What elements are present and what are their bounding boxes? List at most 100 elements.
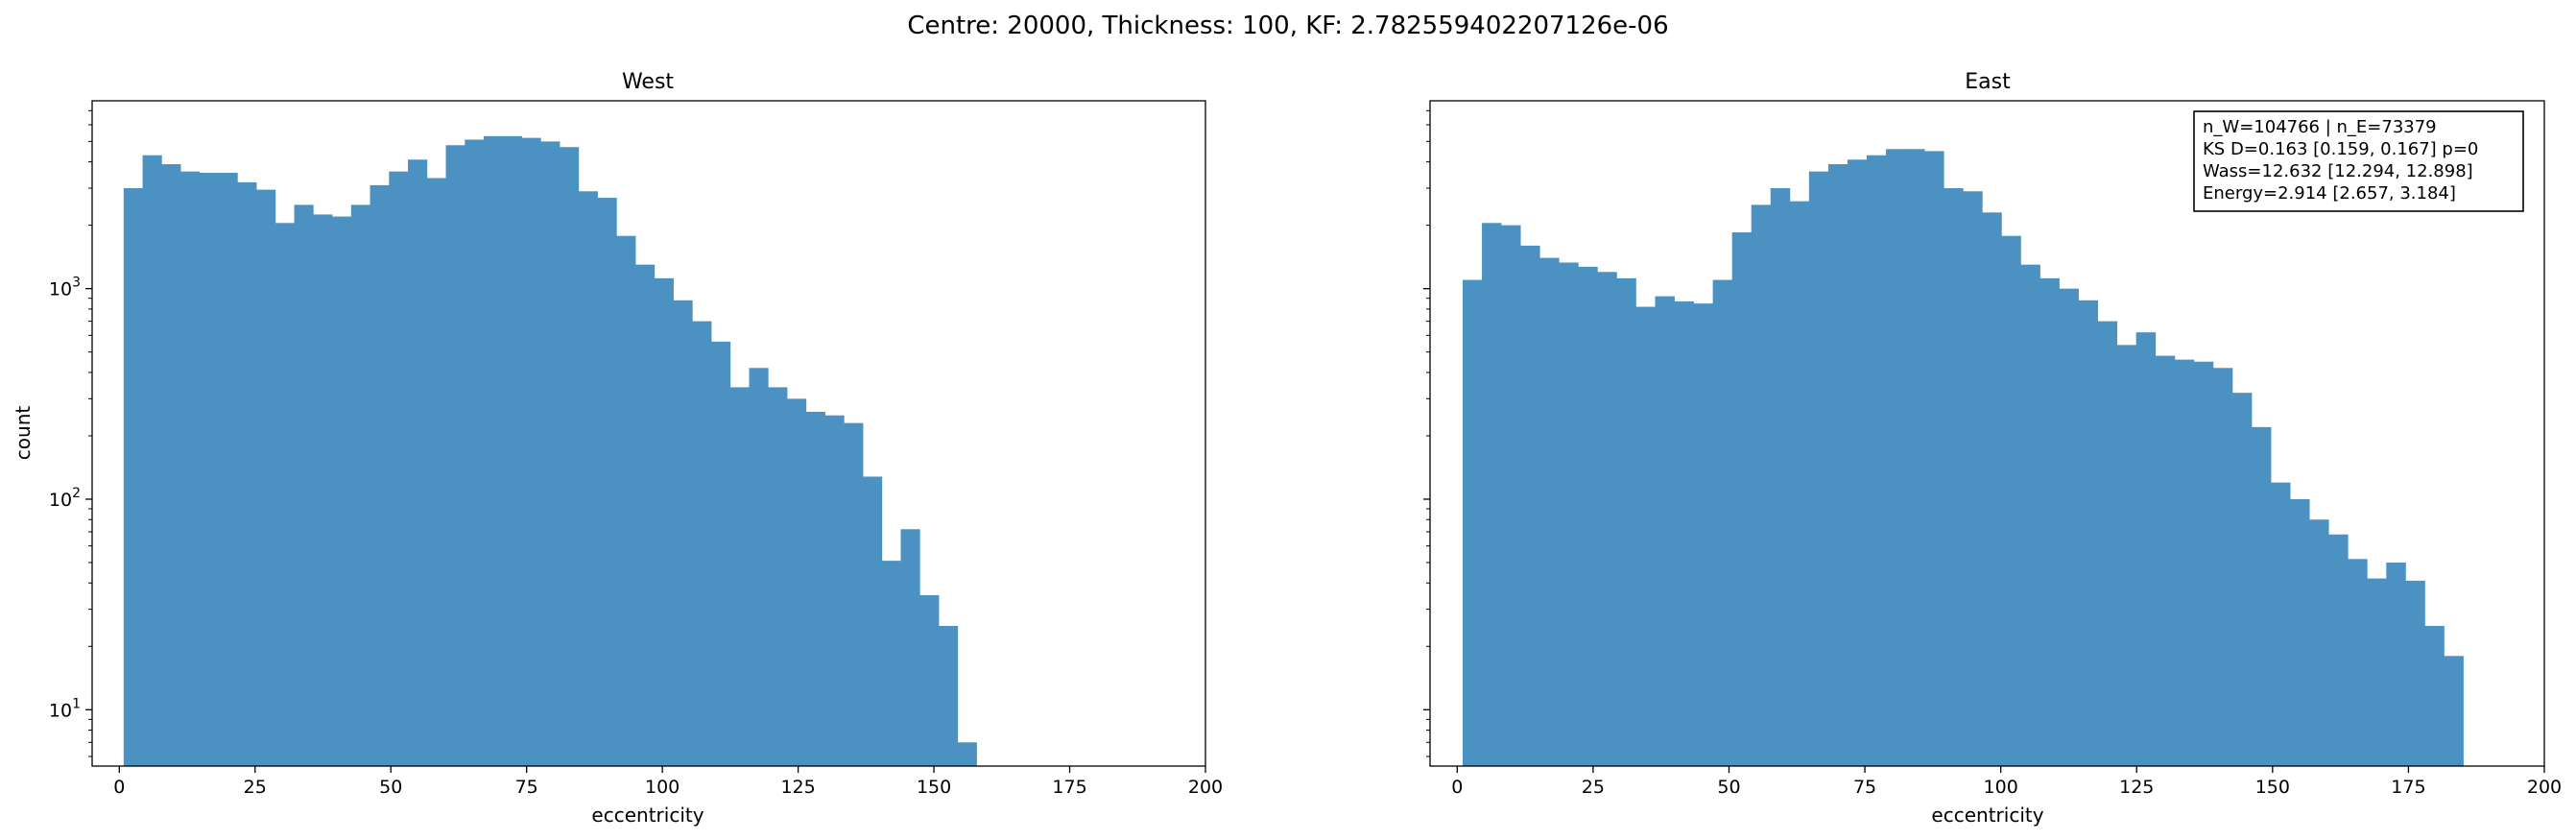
east-histogram-bar <box>2020 264 2040 766</box>
east-x-tick-label: 0 <box>1451 777 1463 798</box>
west-histogram-bar <box>370 184 390 766</box>
stats-line: Wass=12.632 [12.294, 12.898] <box>2203 161 2473 181</box>
west-x-tick-label: 50 <box>379 777 402 798</box>
east-histogram-bar <box>2174 359 2195 766</box>
stats-line: Energy=2.914 [2.657, 3.184] <box>2203 183 2456 204</box>
west-histogram-bar <box>389 171 409 766</box>
west-histogram-bar <box>199 172 219 767</box>
west-histogram-bar <box>426 178 446 766</box>
east-histogram-bar <box>2405 580 2425 766</box>
west-histogram-panel: West 0 25 50 75 100 125 150 175 200 101 102 103 ecc… <box>12 70 1223 827</box>
east-histogram-bar <box>1501 225 1521 766</box>
east-x-tick-label: 150 <box>2255 777 2290 798</box>
east-histogram-bar <box>1635 306 1656 766</box>
east-histogram-bar <box>1674 300 1694 766</box>
west-y-tick-label: 103 <box>49 276 81 300</box>
west-histogram-bar <box>142 155 162 767</box>
west-histogram-bar <box>294 204 314 766</box>
west-histogram-bar <box>540 141 561 767</box>
west-histogram-bar <box>597 198 617 767</box>
west-histogram-bar <box>692 321 712 766</box>
west-histogram-bar <box>768 387 788 766</box>
west-histogram-bar <box>218 172 238 767</box>
east-histogram-bar <box>1462 279 1483 766</box>
east-histogram-bar <box>1655 296 1675 766</box>
east-histogram-bar <box>1712 279 1733 766</box>
east-histogram-bar <box>2271 482 2291 766</box>
west-panel-title: West <box>622 70 674 94</box>
west-histogram-bar <box>881 561 901 766</box>
figure-suptitle: Centre: 20000, Thickness: 100, KF: 2.782… <box>907 12 1668 40</box>
west-x-tick-label: 125 <box>780 777 815 798</box>
stats-line: KS D=0.163 [0.159, 0.167] p=0 <box>2203 139 2478 159</box>
east-histogram-bar <box>1905 149 1925 767</box>
east-histogram-bar <box>2367 578 2387 766</box>
east-x-tick-label: 100 <box>1984 777 2018 798</box>
west-histogram-bar <box>123 188 143 766</box>
east-histogram-bar <box>1770 188 1791 766</box>
west-histogram-bar <box>332 216 352 766</box>
west-histogram-bar <box>521 137 541 766</box>
east-histogram-bar <box>1751 204 1772 766</box>
east-histogram-bar <box>1731 232 1753 766</box>
east-histogram-bar <box>1867 155 1887 767</box>
east-histogram-bar <box>2309 519 2329 766</box>
east-histogram-bar <box>2078 300 2098 766</box>
west-histogram-bar <box>919 594 940 766</box>
west-histogram-bar <box>616 235 636 767</box>
west-plot-frame <box>91 100 1206 767</box>
east-x-tick-label: 75 <box>1853 777 1876 798</box>
west-histogram-bar <box>787 398 807 766</box>
west-histogram-bar <box>654 277 674 766</box>
east-histogram-bar <box>1482 223 1502 766</box>
west-x-tick-label: 75 <box>515 777 538 798</box>
east-histogram-bar <box>2348 559 2368 766</box>
west-x-tick-label: 150 <box>917 777 951 798</box>
west-x-tick-label: 100 <box>645 777 680 798</box>
west-y-axis-label: count <box>12 406 35 461</box>
east-histogram-bar <box>1520 245 1540 766</box>
east-histogram-bar <box>1559 262 1579 766</box>
west-x-tick-label: 200 <box>1188 777 1223 798</box>
east-histogram-bar <box>2116 345 2137 766</box>
stats-annotation-box: n_W=104766 | n_E=73379 KS D=0.163 [0.159… <box>2193 110 2524 212</box>
east-histogram-bar <box>1886 149 1906 767</box>
west-histogram-bar <box>578 191 598 767</box>
west-histogram-bar <box>408 159 428 766</box>
west-x-axis-label: eccentricity <box>591 804 704 827</box>
west-histogram-bar <box>560 147 580 766</box>
east-histogram-panel: East 0 25 50 75 100 125 150 175 200 eccentricity… <box>1423 70 2562 827</box>
west-histogram-bar <box>805 411 825 766</box>
east-histogram-bar <box>2212 368 2233 766</box>
east-histogram-bar <box>2444 656 2464 766</box>
west-histogram-bar <box>635 264 656 766</box>
west-y-tick-label: 102 <box>49 486 81 511</box>
west-histogram-bar <box>844 422 864 766</box>
east-axis-ticks: 0 25 50 75 100 125 150 175 200 <box>1423 109 2562 798</box>
west-histogram-bar <box>824 415 845 766</box>
east-histogram-bar <box>2424 626 2445 766</box>
west-histogram-bar <box>161 164 181 766</box>
west-histogram-bar <box>237 181 257 766</box>
west-histogram-bar <box>313 214 333 767</box>
east-histogram-bar <box>1982 212 2002 766</box>
east-x-tick-label: 125 <box>2119 777 2154 798</box>
west-x-tick-label: 175 <box>1052 777 1086 798</box>
east-histogram-bar <box>2231 393 2253 766</box>
west-histogram-bar <box>957 742 977 766</box>
east-x-tick-label: 175 <box>2391 777 2425 798</box>
east-histogram-bar <box>2290 498 2310 766</box>
east-histogram-bar <box>1847 159 1868 766</box>
west-histogram-bar <box>445 145 465 766</box>
east-histogram-bar <box>2328 534 2349 766</box>
east-x-tick-label: 200 <box>2527 777 2562 798</box>
east-histogram-bar <box>1944 188 1964 766</box>
east-histogram-bar <box>1808 171 1829 766</box>
stats-line: n_W=104766 | n_E=73379 <box>2203 117 2437 137</box>
east-histogram-bar <box>2251 426 2272 766</box>
east-histogram-bar <box>1578 266 1598 766</box>
west-bars <box>123 135 977 767</box>
west-histogram-bar <box>256 189 276 767</box>
east-histogram-bar <box>2039 277 2060 766</box>
west-histogram-bar <box>502 135 522 766</box>
